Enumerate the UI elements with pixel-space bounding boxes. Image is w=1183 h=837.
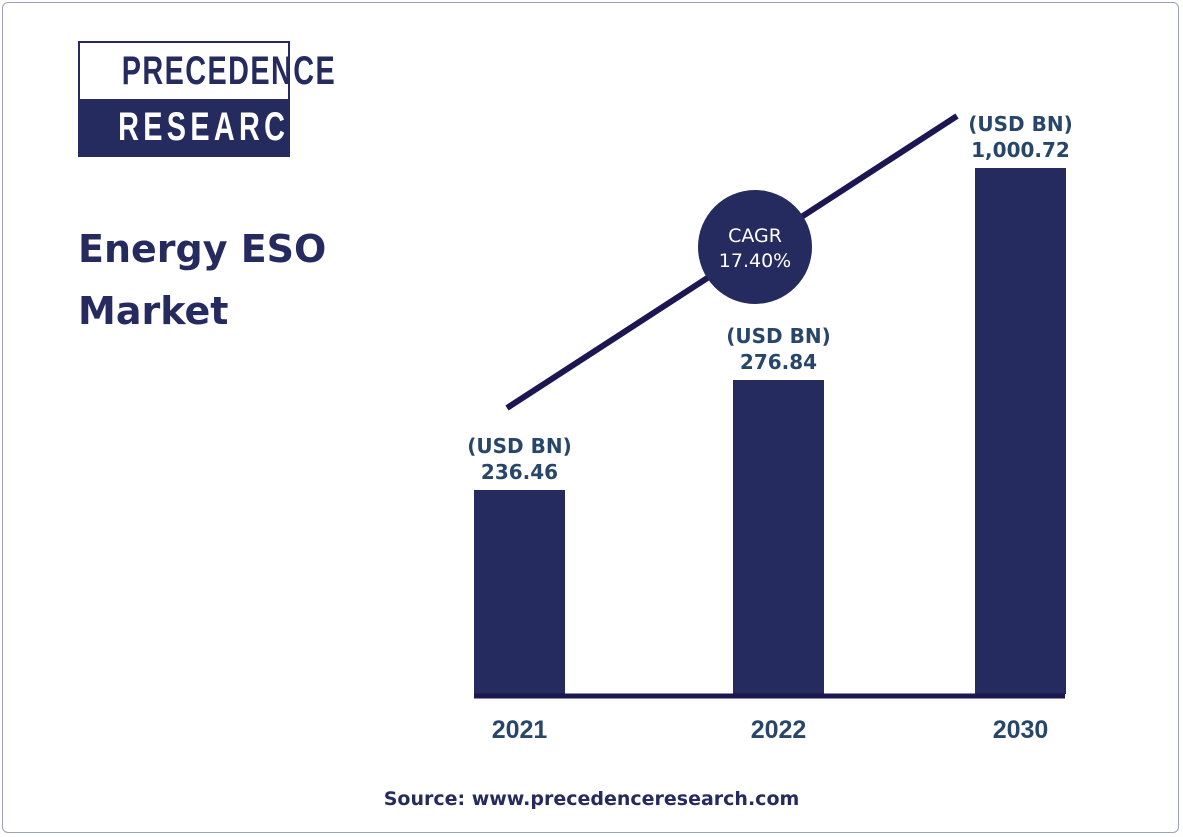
x-tick-2021: 2021 bbox=[492, 716, 548, 744]
x-tick-2030: 2030 bbox=[993, 716, 1049, 744]
bar-2021 bbox=[474, 490, 565, 694]
value-label-2030: 1,000.72 bbox=[971, 138, 1070, 162]
cagr-circle bbox=[698, 190, 812, 304]
logo-line1: PRECEDENCE bbox=[121, 49, 337, 93]
chart-title: Energy ESO Market bbox=[78, 227, 327, 333]
unit-label-2022: (USD BN) bbox=[726, 324, 830, 348]
logo-line2: RESEARCH bbox=[118, 105, 315, 149]
bar-2030 bbox=[975, 168, 1066, 694]
cagr-label: CAGR bbox=[728, 225, 782, 247]
unit-label-2030: (USD BN) bbox=[968, 112, 1072, 136]
bar-2022 bbox=[733, 380, 824, 694]
value-label-2021: 236.46 bbox=[481, 460, 558, 484]
source-text: Source: www.precedenceresearch.com bbox=[383, 788, 800, 810]
value-label-2022: 276.84 bbox=[740, 350, 817, 374]
unit-label-2021: (USD BN) bbox=[467, 434, 571, 458]
cagr-value: 17.40% bbox=[719, 250, 791, 272]
x-tick-2022: 2022 bbox=[751, 716, 807, 744]
logo: PRECEDENCE RESEARCH bbox=[78, 41, 335, 157]
